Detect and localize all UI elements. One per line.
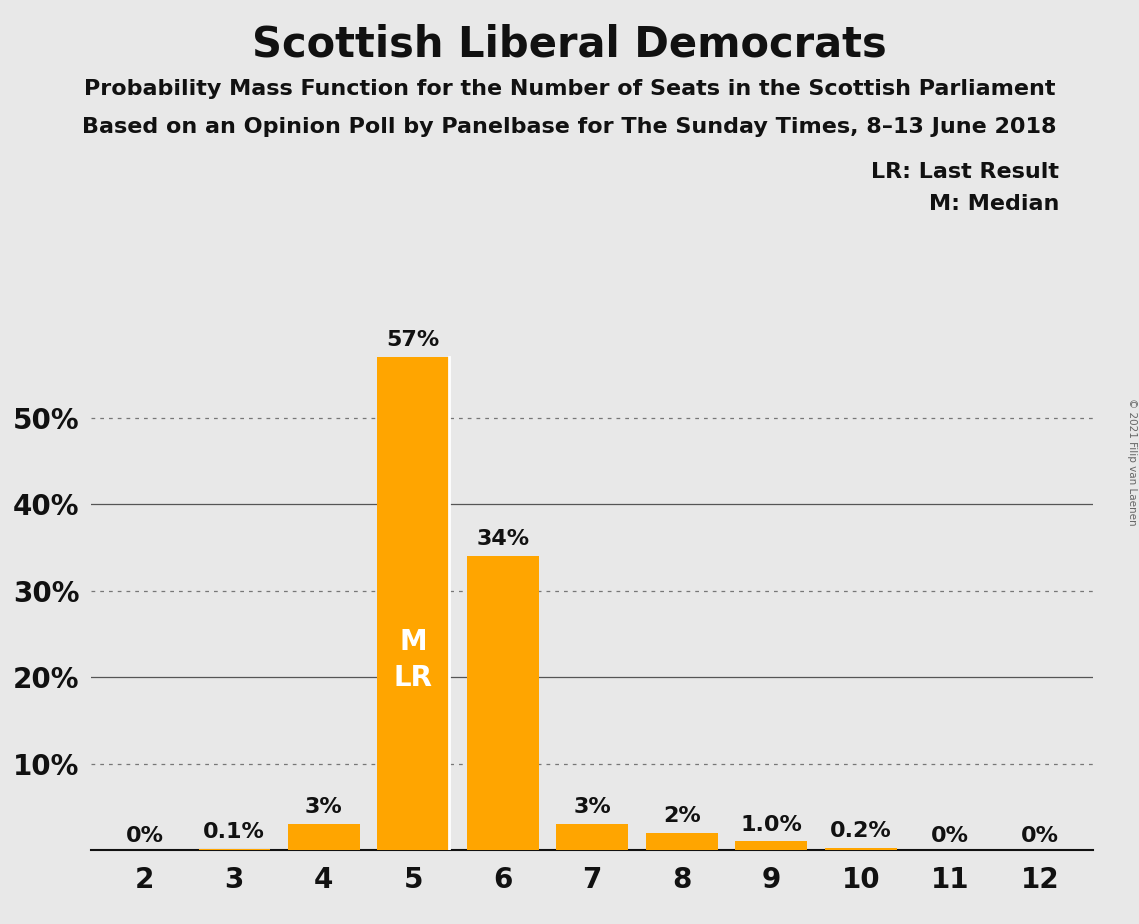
- Text: 34%: 34%: [476, 529, 530, 549]
- Text: 3%: 3%: [305, 797, 343, 817]
- Text: 0.1%: 0.1%: [204, 822, 265, 843]
- Bar: [288, 824, 360, 850]
- Text: M: Median: M: Median: [929, 194, 1059, 214]
- Text: 2%: 2%: [663, 806, 700, 826]
- Text: M
LR: M LR: [394, 627, 433, 692]
- Bar: [736, 842, 808, 850]
- Text: Based on an Opinion Poll by Panelbase for The Sunday Times, 8–13 June 2018: Based on an Opinion Poll by Panelbase fo…: [82, 117, 1057, 138]
- Text: Probability Mass Function for the Number of Seats in the Scottish Parliament: Probability Mass Function for the Number…: [84, 79, 1055, 99]
- Text: 57%: 57%: [386, 331, 440, 350]
- Text: Scottish Liberal Democrats: Scottish Liberal Democrats: [252, 23, 887, 65]
- Bar: [377, 358, 449, 850]
- Bar: [646, 833, 718, 850]
- Text: 0%: 0%: [1021, 826, 1059, 845]
- Bar: [825, 848, 896, 850]
- Text: 0%: 0%: [932, 826, 969, 845]
- Text: © 2021 Filip van Laenen: © 2021 Filip van Laenen: [1126, 398, 1137, 526]
- Text: 3%: 3%: [573, 797, 612, 817]
- Bar: [557, 824, 628, 850]
- Text: 0.2%: 0.2%: [830, 821, 892, 842]
- Bar: [467, 556, 539, 850]
- Text: 0%: 0%: [125, 826, 164, 845]
- Text: LR: Last Result: LR: Last Result: [871, 162, 1059, 182]
- Text: 1.0%: 1.0%: [740, 815, 802, 834]
